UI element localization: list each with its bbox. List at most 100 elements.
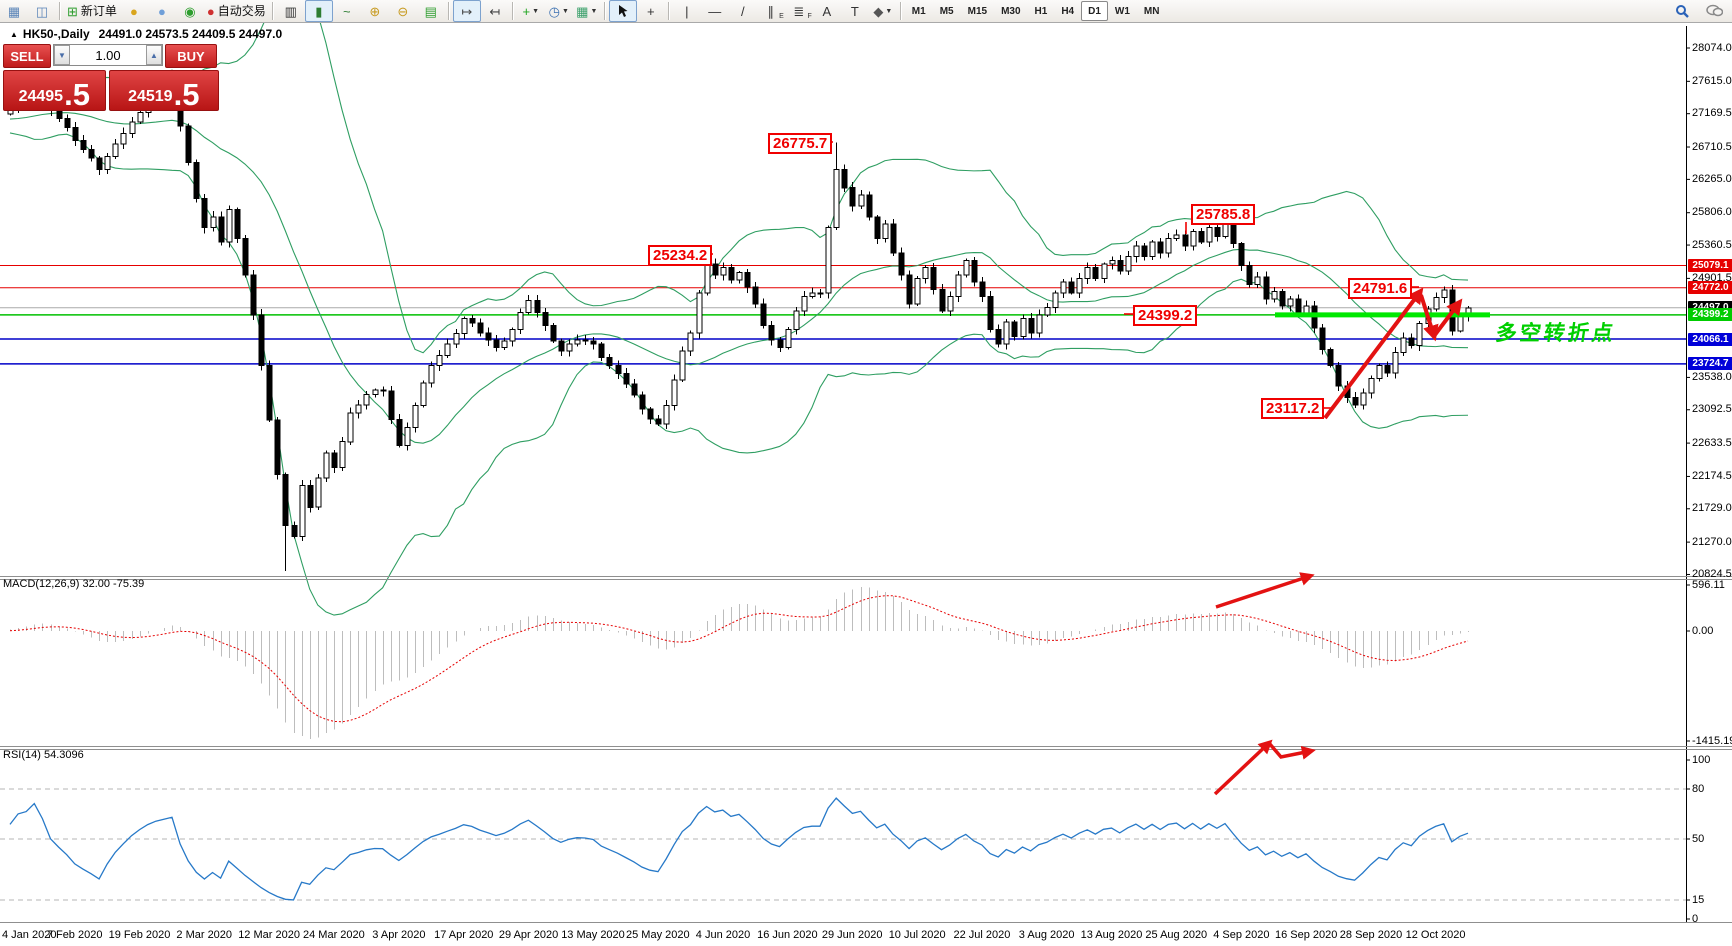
date-label: 24 Mar 2020 [303,929,365,941]
indicators-dropdown-icon[interactable]: ▼ [532,7,540,15]
timeframe-w1-button[interactable]: W1 [1114,5,1130,17]
tile-windows-button[interactable]: ▤ [417,0,445,22]
templates-icon: ▦ [576,3,589,19]
volume-decrease-button[interactable]: ▼ [54,45,70,65]
buy-price-button[interactable]: 24519 .5 [108,70,219,112]
zoom-out-button[interactable]: ⊖ [389,0,417,22]
date-label: 12 Mar 2020 [238,929,300,941]
templates-button[interactable]: ▦ ▼ [573,0,601,22]
cursor-button[interactable] [608,0,637,22]
fibonacci-icon: ≣ [793,3,805,19]
price-tag-25079.1: 25079.1 [1688,258,1732,272]
volume-value[interactable]: 1.00 [95,47,121,63]
autotrading-button[interactable]: ● 自动交易 [204,0,269,22]
rsi-axis-tick: 0 [1692,912,1699,925]
text-label-button[interactable]: T [841,0,869,22]
chat-button[interactable] [1700,0,1728,22]
main-toolbar: ▦ ◫ ⊞ 新订单 ● ● ◉ ● 自动交易 ▥ ▮ ~ ⊕ ⊖ ▤ ↦ ↤ + ▼ ◷ ▼ ▦ ▼ + | — / ∥ E ≣ F A T ◆ ▼… [0,0,1732,23]
date-label: 3 Aug 2020 [1018,929,1075,941]
callout-25785.8[interactable]: 25785.8 [1191,204,1256,225]
timeframe-m1-button[interactable]: M1 [911,5,926,17]
zoom-out-icon: ⊖ [397,3,409,19]
toolbar-separator [899,2,902,20]
timeframe-mn-button[interactable]: MN [1143,5,1160,17]
price-axis-tick: 26265.0 [1692,172,1732,185]
autotrading-icon: ● [206,3,215,19]
volume-increase-button[interactable]: ▲ [146,45,162,65]
alerts-horn-button[interactable]: ● [120,0,148,22]
toolbar-separator [511,2,514,20]
templates-dropdown-icon[interactable]: ▼ [590,7,598,15]
new-order-button[interactable]: ⊞ 新订单 [64,0,120,22]
community-button[interactable]: ● [148,0,176,22]
chart-shift-icon: ↤ [489,3,501,19]
equidistant-channel-button[interactable]: ∥ E [757,0,785,22]
timeframe-m30-button[interactable]: M30 [1001,5,1021,17]
turning-point-annotation[interactable]: 多空转折点 [1494,322,1618,345]
horizontal-line-button[interactable]: — [701,0,729,22]
fibonacci-button[interactable]: ≣ F [785,0,813,22]
crosshair-button[interactable]: + [637,0,665,22]
macd-label: MACD(12,26,9) 32.00 -75.39 [3,578,145,590]
vertical-line-button[interactable]: | [673,0,701,22]
signals-button[interactable]: ◉ [176,0,204,22]
cursor-icon [617,4,629,18]
rsi-axis-tick: 50 [1692,832,1705,845]
bar-chart-type-button[interactable]: ▥ [277,0,305,22]
rsi-axis-tick: 80 [1692,782,1705,795]
sell-price-button[interactable]: 24495 .5 [3,70,106,111]
buy-price-pips: .5 [173,76,200,112]
callout-24791.6[interactable]: 24791.6 [1348,278,1413,299]
timeframe-h4-button[interactable]: H4 [1061,5,1075,17]
price-axis-tick: 27615.0 [1692,74,1732,87]
search-button[interactable] [1668,0,1696,22]
periods-button[interactable]: ◷ ▼ [545,0,573,22]
candle-chart-type-button[interactable]: ▮ [304,0,333,22]
callout-25234.2[interactable]: 25234.2 [648,245,713,266]
price-axis-tick: 20824.5 [1692,567,1732,580]
date-label: 29 Jun 2020 [821,929,883,941]
zoom-in-button[interactable]: ⊕ [361,0,389,22]
new-chart-button[interactable]: ▦ [0,0,28,22]
sell-price-pips: .5 [64,76,90,112]
trend-line-button[interactable]: / [729,0,757,22]
profiles-button[interactable]: ◫ [28,0,56,22]
price-axis-tick: 25360.5 [1692,238,1732,251]
signals-icon: ◉ [184,3,196,19]
volume-spinner[interactable]: ▼ 1.00 ▲ [53,44,163,66]
timeframe-d1-button[interactable]: D1 [1081,1,1108,21]
line-chart-type-button[interactable]: ~ [333,0,361,22]
date-label: 22 Jul 2020 [953,929,1011,941]
zoom-in-icon: ⊕ [369,3,381,19]
sell-button[interactable]: SELL [3,44,51,68]
date-label: 13 May 2020 [561,929,625,941]
symbol-period-label: HK50-,Daily [22,27,90,41]
timeframe-m15-button[interactable]: M15 [967,5,988,17]
toolbar-separator [271,2,274,20]
timeframe-m5-button[interactable]: M5 [939,5,954,17]
candle-chart-type-icon: ▮ [315,3,323,19]
chart-shift-button[interactable]: ↤ [481,0,509,22]
auto-scroll-button[interactable]: ↦ [452,0,481,22]
macd-axis-tick: -1415.19 [1692,734,1732,747]
buy-price-main: 24519 [128,88,173,105]
price-axis-tick: 25806.0 [1692,206,1732,219]
price-axis-tick: 23538.0 [1692,370,1732,383]
callout-23117.2[interactable]: 23117.2 [1261,398,1325,419]
callout-26775.7[interactable]: 26775.7 [768,133,833,154]
toolbar-separator [603,2,606,20]
date-label: 28 Sep 2020 [1339,929,1403,941]
text-button[interactable]: A [813,0,841,22]
arrows-tool-button[interactable]: ◆ ▼ [869,0,897,22]
toolbar-separator [667,2,670,20]
arrows-tool-dropdown-icon[interactable]: ▼ [885,7,893,15]
one-click-collapse-icon[interactable]: ▲ [10,29,18,39]
new-order-label: 新订单 [80,4,117,18]
indicators-button[interactable]: + ▼ [517,0,545,22]
crosshair-icon: + [647,3,655,19]
periods-dropdown-icon[interactable]: ▼ [562,7,569,15]
timeframe-h1-button[interactable]: H1 [1034,5,1048,17]
buy-button[interactable]: BUY [165,44,217,68]
callout-24399.2[interactable]: 24399.2 [1133,305,1198,326]
